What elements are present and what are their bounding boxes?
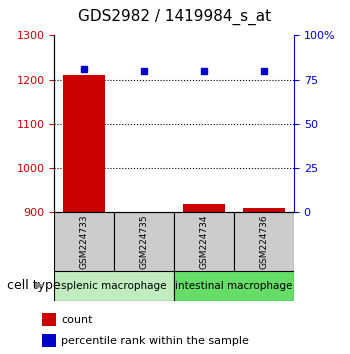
Text: GDS2982 / 1419984_s_at: GDS2982 / 1419984_s_at [78, 9, 272, 25]
Text: GSM224736: GSM224736 [260, 214, 268, 269]
Bar [174, 271, 294, 301]
Bar [63, 75, 105, 212]
Bar [42, 334, 56, 347]
Bar [54, 271, 174, 301]
Text: ►: ► [35, 279, 45, 292]
Bar [243, 208, 285, 212]
Text: GSM224735: GSM224735 [140, 214, 149, 269]
Bar [42, 313, 56, 326]
Text: cell type: cell type [7, 279, 61, 292]
Text: splenic macrophage: splenic macrophage [62, 281, 167, 291]
Bar [183, 205, 225, 212]
Text: percentile rank within the sample: percentile rank within the sample [61, 336, 249, 346]
Text: intestinal macrophage: intestinal macrophage [175, 281, 293, 291]
Text: count: count [61, 315, 93, 325]
Text: GSM224733: GSM224733 [80, 214, 89, 269]
Bar [114, 212, 174, 271]
Bar [234, 212, 294, 271]
Bar [54, 212, 114, 271]
Text: GSM224734: GSM224734 [199, 215, 209, 269]
Bar [174, 212, 234, 271]
